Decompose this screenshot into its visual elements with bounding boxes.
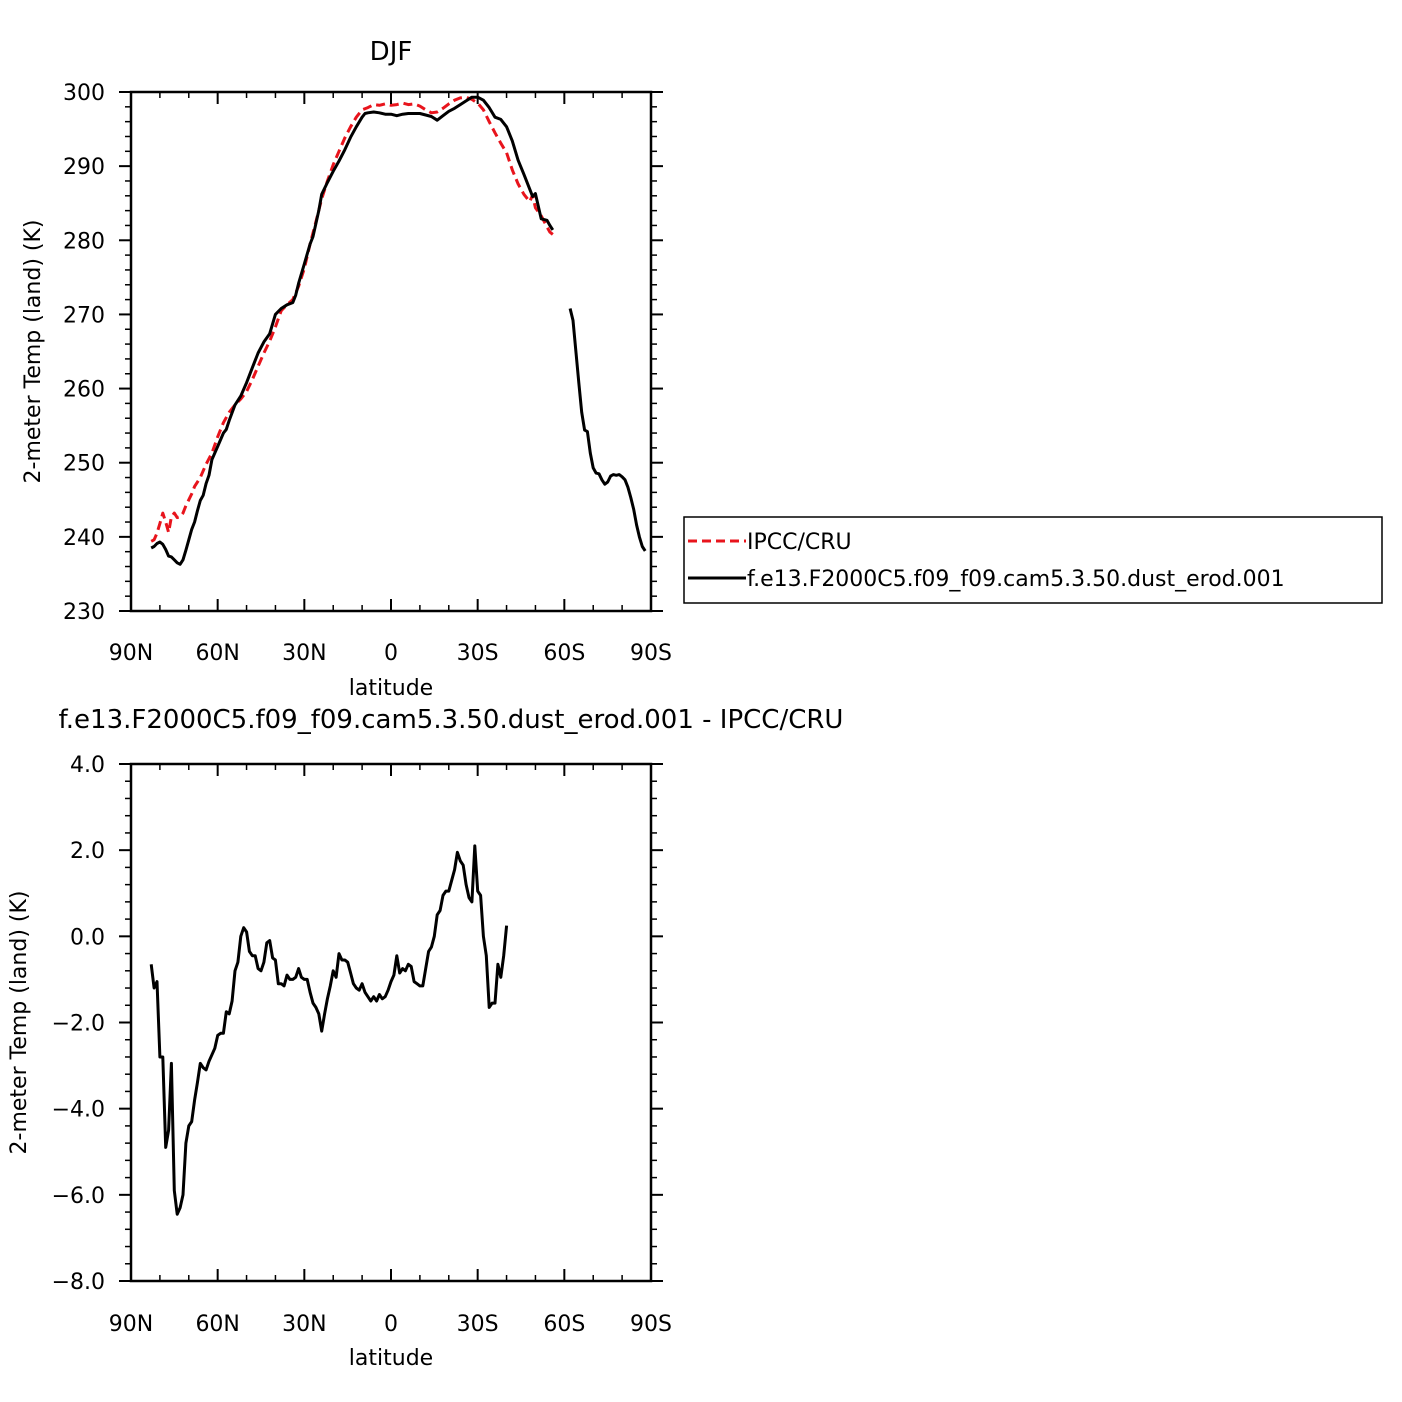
x-axis-title: latitude bbox=[349, 1346, 433, 1371]
y-tick-label: 260 bbox=[63, 378, 105, 403]
y-tick-label: −2.0 bbox=[52, 1012, 105, 1037]
top-panel-djf-temperature: DJF 90N 60N 30N 0 30S 60S 90S 230 240 250 260 270 280… bbox=[21, 37, 672, 701]
x-tick-label: 60N bbox=[195, 641, 239, 666]
legend-entry-label: IPCC/CRU bbox=[747, 530, 852, 555]
y-axis-title: 2-meter Temp (land) (K) bbox=[7, 891, 32, 1155]
y-tick-label: 2.0 bbox=[70, 839, 105, 864]
x-tick-label: 30N bbox=[282, 1312, 326, 1337]
x-tick-label: 0 bbox=[384, 1312, 398, 1337]
chart-title: f.e13.F2000C5.f09_f09.cam5.3.50.dust_ero… bbox=[59, 705, 844, 735]
y-tick-label: 270 bbox=[63, 303, 105, 328]
x-tick-label: 30S bbox=[457, 1312, 499, 1337]
y-tick-label: −4.0 bbox=[52, 1098, 105, 1123]
x-axis-title: latitude bbox=[349, 676, 433, 701]
y-tick-label: −8.0 bbox=[52, 1270, 105, 1295]
y-tick-label: 0.0 bbox=[70, 925, 105, 950]
legend-entry-label: f.e13.F2000C5.f09_f09.cam5.3.50.dust_ero… bbox=[747, 567, 1285, 592]
y-axis-title: 2-meter Temp (land) (K) bbox=[21, 220, 46, 484]
y-tick-label: 290 bbox=[63, 155, 105, 180]
x-tick-label: 60S bbox=[543, 1312, 585, 1337]
x-tick-label: 90N bbox=[109, 641, 153, 666]
chart-title: DJF bbox=[370, 37, 413, 67]
x-tick-label: 90S bbox=[630, 1312, 672, 1337]
y-tick-label: 230 bbox=[63, 600, 105, 625]
x-tick-label: 30N bbox=[282, 641, 326, 666]
x-tick-label: 90N bbox=[109, 1312, 153, 1337]
y-tick-label: 250 bbox=[63, 452, 105, 477]
bottom-panel-difference: f.e13.F2000C5.f09_f09.cam5.3.50.dust_ero… bbox=[7, 705, 843, 1371]
x-tick-label: 60N bbox=[195, 1312, 239, 1337]
series-line-1-segment-0 bbox=[150, 95, 555, 566]
y-tick-label: 4.0 bbox=[70, 753, 105, 778]
series-line-0-segment-0 bbox=[149, 844, 509, 1216]
plot-frame bbox=[129, 90, 653, 613]
plot-frame bbox=[129, 762, 653, 1283]
y-tick-label: −6.0 bbox=[52, 1184, 105, 1209]
series-line-1-segment-1 bbox=[568, 308, 647, 552]
y-tick-label: 300 bbox=[63, 81, 105, 106]
series-line-0-segment-0 bbox=[150, 95, 554, 543]
y-tick-label: 280 bbox=[63, 229, 105, 254]
x-tick-label: 90S bbox=[630, 641, 672, 666]
y-tick-label: 240 bbox=[63, 526, 105, 551]
x-tick-label: 0 bbox=[384, 641, 398, 666]
x-tick-label: 60S bbox=[543, 641, 585, 666]
x-tick-label: 30S bbox=[457, 641, 499, 666]
legend-box bbox=[683, 516, 1383, 604]
legend: IPCC/CRU f.e13.F2000C5.f09_f09.cam5.3.50.… bbox=[683, 516, 1383, 604]
